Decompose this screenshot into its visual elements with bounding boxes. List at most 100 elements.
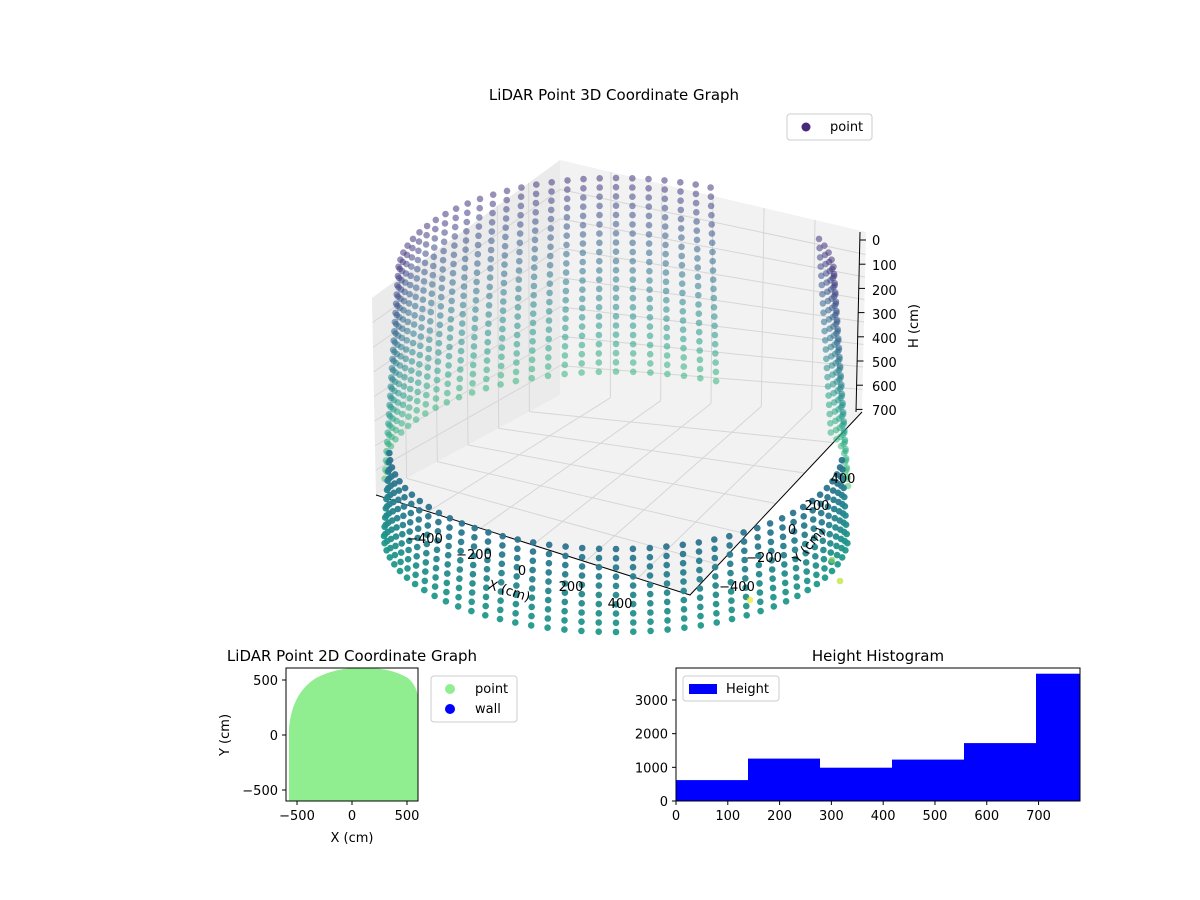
lidar-point	[662, 241, 669, 249]
lidar-point	[712, 359, 719, 366]
histogram-x-tick: 100	[715, 809, 740, 824]
lidar-point	[646, 258, 653, 266]
lidar-point	[837, 372, 844, 379]
lidar-point	[711, 536, 718, 543]
lidar-point	[629, 193, 636, 200]
lidar-point	[388, 526, 395, 533]
lidar-point	[404, 327, 411, 335]
lidar-point	[561, 617, 568, 624]
lidar-point	[426, 327, 434, 334]
lidar-point	[679, 308, 687, 315]
lidar-point	[679, 298, 686, 306]
lidar-point	[816, 254, 824, 261]
lidar-point	[663, 324, 670, 332]
lidar-point	[391, 318, 399, 326]
lidar-point	[405, 309, 412, 317]
lidar-point	[647, 627, 654, 635]
lidar-point	[578, 304, 586, 312]
lidar-point	[596, 267, 603, 274]
y-tick-2d: −500	[242, 784, 278, 799]
grid-line-3d	[374, 306, 561, 422]
lidar-point	[482, 602, 490, 610]
lidar-point	[677, 215, 685, 223]
lidar-point	[435, 518, 442, 526]
lidar-point	[595, 304, 603, 311]
lidar-point	[471, 524, 479, 532]
grid-line-3d	[559, 218, 866, 278]
lidar-point	[645, 203, 653, 210]
lidar-point	[473, 269, 481, 277]
lidar-point	[471, 333, 478, 341]
lidar-point	[470, 343, 478, 350]
lidar-point	[612, 285, 620, 292]
lidar-point	[827, 429, 835, 436]
histogram-bar	[892, 759, 964, 801]
lidar-point	[562, 315, 569, 323]
lidar-point	[394, 505, 402, 513]
lidar-point	[405, 546, 412, 554]
lidar-point	[728, 615, 736, 623]
lidar-point	[595, 628, 602, 635]
z-ticks-3d: 0 100 200 300 400 500 600 700	[856, 234, 897, 419]
lidar-point	[461, 255, 469, 263]
lidar-point	[825, 521, 833, 529]
lidar-point	[513, 582, 520, 589]
lidar-point	[561, 361, 569, 369]
lidar-point	[578, 332, 586, 340]
lidar-point	[562, 552, 569, 560]
histogram-legend-frame	[682, 675, 780, 702]
histogram-y-tick: 0	[660, 795, 668, 810]
lidar-point	[756, 580, 763, 587]
lidar-point	[697, 622, 705, 629]
lidar-point	[695, 310, 703, 318]
lidar-point	[412, 562, 420, 569]
lidar-point	[696, 576, 703, 583]
lidar-point	[596, 211, 603, 219]
lidar-point	[503, 196, 511, 204]
lidar-point	[561, 607, 568, 615]
lidar-point	[416, 497, 424, 505]
lidar-point	[409, 235, 417, 243]
lidar-point	[629, 202, 636, 210]
lidar-point	[451, 223, 459, 231]
lidar-point	[456, 575, 463, 582]
lidar-point	[514, 304, 522, 311]
lidar-point	[677, 188, 684, 195]
lidar-point	[562, 543, 569, 550]
lidar-point	[438, 275, 446, 283]
lidar-point	[695, 301, 702, 308]
lidar-point	[629, 211, 636, 219]
lidar-point	[446, 343, 453, 351]
lidar-point	[646, 544, 654, 552]
lidar-point	[418, 314, 426, 322]
lidar-point	[497, 606, 504, 614]
lidar-point	[512, 377, 520, 385]
lidar-point	[612, 368, 620, 375]
lidar-point	[612, 573, 620, 580]
lidar-point	[461, 264, 469, 272]
lidar-point	[498, 344, 506, 351]
lidar-point	[450, 251, 458, 259]
lidar-point	[516, 248, 523, 256]
lidar-point	[388, 517, 396, 524]
lidar-point	[499, 532, 507, 540]
lidar-point	[421, 259, 429, 267]
lidar-point	[545, 317, 553, 324]
lidar-point	[612, 331, 620, 339]
lidar-point	[828, 256, 835, 264]
lidar-point	[403, 574, 411, 581]
lidar-point	[767, 529, 774, 536]
lidar-point	[516, 239, 524, 247]
lidar-point	[629, 184, 636, 191]
lidar-point	[836, 464, 844, 471]
lidar-point	[395, 263, 402, 271]
lidar-point	[836, 517, 844, 524]
lidar-point	[528, 612, 535, 620]
lidar-point	[431, 235, 439, 242]
lidar-point	[431, 583, 439, 590]
lidar-point	[545, 550, 553, 558]
lidar-point	[680, 596, 688, 604]
lidar-point	[712, 368, 720, 376]
lidar-point	[545, 335, 552, 343]
lidar-point	[804, 586, 811, 594]
